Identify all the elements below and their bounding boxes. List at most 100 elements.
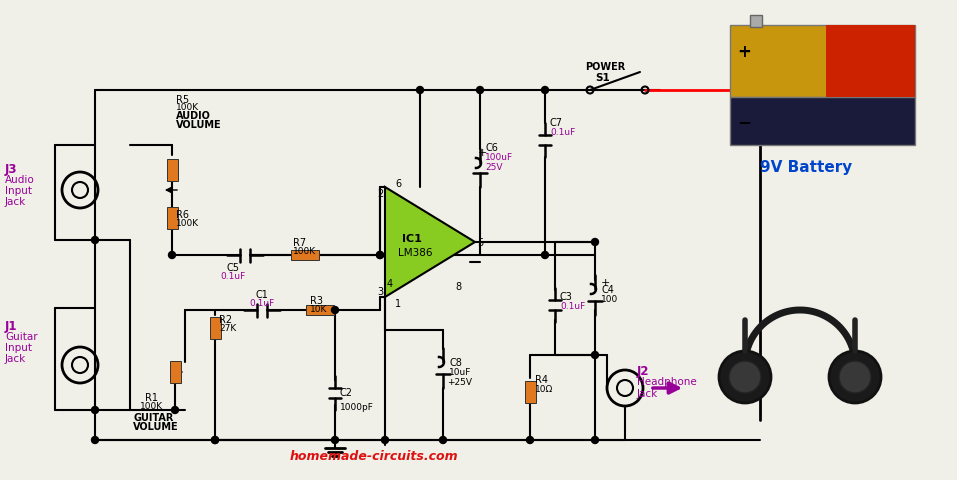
- Text: C2: C2: [340, 388, 353, 398]
- Text: 0.1uF: 0.1uF: [220, 272, 246, 281]
- Text: Audio: Audio: [5, 175, 34, 185]
- Text: Jack: Jack: [637, 389, 658, 399]
- Text: R6: R6: [176, 210, 189, 220]
- Text: 5: 5: [477, 238, 483, 248]
- Text: Jack: Jack: [5, 354, 26, 364]
- Text: R2: R2: [219, 315, 233, 325]
- Circle shape: [416, 86, 424, 94]
- Text: C5: C5: [227, 263, 239, 273]
- Text: C8: C8: [449, 358, 462, 368]
- Text: Alkaline / Alcaline: Alkaline / Alcaline: [785, 41, 854, 50]
- Circle shape: [439, 436, 447, 444]
- Circle shape: [477, 86, 483, 94]
- Circle shape: [542, 86, 548, 94]
- Text: Guitar: Guitar: [5, 332, 37, 342]
- Bar: [826, 25, 915, 97]
- Text: 9V Battery: 9V Battery: [760, 160, 853, 175]
- Circle shape: [526, 436, 533, 444]
- Text: IC1: IC1: [402, 234, 422, 244]
- Text: 2: 2: [377, 189, 383, 199]
- Bar: [167, 207, 177, 229]
- Text: 0.1uF: 0.1uF: [250, 299, 275, 308]
- Text: C6: C6: [485, 143, 498, 153]
- Text: VOLUME: VOLUME: [133, 422, 179, 432]
- Circle shape: [591, 436, 598, 444]
- Bar: [750, 15, 762, 27]
- Text: S1: S1: [595, 73, 610, 83]
- Text: GUITAR: GUITAR: [133, 413, 173, 423]
- Circle shape: [829, 351, 881, 403]
- Text: 100uF: 100uF: [485, 153, 513, 162]
- Text: Input: Input: [5, 186, 32, 196]
- Text: Panasonic: Panasonic: [740, 65, 842, 83]
- Circle shape: [542, 252, 548, 259]
- Text: INDUSTRIAL ALKALINE / ALCALINE: INDUSTRIAL ALKALINE / ALCALINE: [742, 97, 848, 102]
- Bar: [306, 305, 334, 315]
- Bar: [291, 250, 319, 260]
- Text: J3: J3: [5, 163, 17, 176]
- Text: R1: R1: [145, 393, 158, 403]
- Text: 0.1uF: 0.1uF: [560, 302, 586, 311]
- Circle shape: [171, 407, 179, 413]
- Text: POWER: POWER: [585, 62, 625, 72]
- Circle shape: [376, 252, 384, 259]
- Circle shape: [331, 436, 339, 444]
- Text: 100: 100: [601, 295, 618, 304]
- Circle shape: [382, 436, 389, 444]
- Text: R3: R3: [310, 296, 323, 306]
- Text: 100K: 100K: [176, 219, 199, 228]
- Text: 1000pF: 1000pF: [340, 404, 374, 412]
- Bar: [524, 381, 536, 403]
- Circle shape: [376, 252, 384, 259]
- Circle shape: [591, 351, 598, 359]
- Text: Jack: Jack: [5, 197, 26, 207]
- Text: +: +: [478, 148, 487, 158]
- Text: +25V: +25V: [447, 378, 472, 387]
- Text: C1: C1: [256, 290, 268, 300]
- Text: C3: C3: [560, 292, 573, 302]
- Text: 0.1uF: 0.1uF: [550, 128, 575, 137]
- Circle shape: [719, 351, 771, 403]
- Circle shape: [168, 252, 175, 259]
- Text: 100K: 100K: [176, 103, 199, 112]
- Circle shape: [211, 436, 218, 444]
- Bar: [210, 317, 220, 339]
- Circle shape: [92, 407, 99, 413]
- Text: R5: R5: [176, 95, 189, 105]
- Text: R4: R4: [535, 375, 548, 385]
- Circle shape: [211, 436, 218, 444]
- Text: +: +: [737, 43, 751, 61]
- Text: LM386: LM386: [398, 248, 433, 258]
- Text: 10uF: 10uF: [449, 368, 472, 377]
- Circle shape: [729, 361, 761, 393]
- Text: 10K: 10K: [310, 305, 327, 314]
- Text: VOLUME: VOLUME: [176, 120, 222, 130]
- Text: 100K: 100K: [293, 247, 316, 256]
- Text: +: +: [601, 278, 611, 288]
- FancyBboxPatch shape: [730, 97, 915, 145]
- Text: 4: 4: [387, 279, 393, 289]
- Circle shape: [92, 436, 99, 444]
- Text: 3: 3: [377, 287, 383, 297]
- Text: 100K: 100K: [140, 402, 163, 411]
- Text: R7: R7: [293, 238, 306, 248]
- Text: AUDIO: AUDIO: [176, 111, 211, 121]
- Text: 25V: 25V: [485, 163, 502, 172]
- FancyBboxPatch shape: [730, 25, 915, 97]
- Text: 10Ω: 10Ω: [535, 385, 553, 394]
- Text: homemade-circuits.com: homemade-circuits.com: [290, 450, 458, 463]
- Text: 8: 8: [455, 282, 461, 292]
- Text: −: −: [737, 113, 751, 131]
- Circle shape: [591, 239, 598, 245]
- Circle shape: [331, 307, 339, 313]
- Polygon shape: [385, 187, 475, 297]
- Bar: [169, 361, 181, 383]
- Circle shape: [839, 361, 871, 393]
- Text: C7: C7: [550, 118, 563, 128]
- Text: Input: Input: [5, 343, 32, 353]
- Text: Headphone: Headphone: [637, 377, 697, 387]
- Text: J1: J1: [5, 320, 17, 333]
- Text: J2: J2: [637, 365, 650, 378]
- Bar: [167, 159, 177, 181]
- Text: 6LR61·9V: 6LR61·9V: [742, 85, 795, 95]
